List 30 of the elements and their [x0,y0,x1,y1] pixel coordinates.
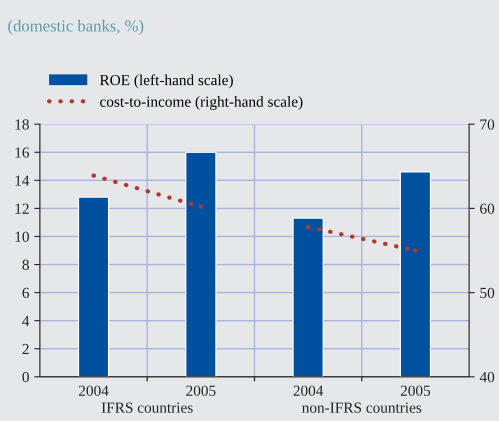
text: IFRS countries [102,402,193,413]
y-tick-label: 14 [16,176,30,186]
x-tick-label: 2004 [78,386,109,396]
y2-tick-label: 50 [480,288,494,298]
bar [400,171,431,377]
bar [292,218,324,377]
bar [78,196,110,377]
chart-title: (domestic banks, %) [8,20,144,35]
x-tick-label: 2004 [294,386,324,396]
bar [185,152,216,377]
y2-tick-label: 60 [480,204,494,214]
y-tick-label: 16 [16,147,30,158]
legend-label: ROE (left-hand scale) [100,74,233,88]
y-tick-label: 2 [22,344,29,354]
point [413,248,418,253]
y2-tick-label: 70 [480,119,494,130]
y-tick-label: 0 [22,372,29,382]
x-tick-label: 2005 [400,386,430,396]
y-tick-label: 6 [22,288,30,298]
x-tick-label: 2005 [186,386,216,396]
y2-tick-label: 40 [480,372,494,382]
y-tick-label: 18 [16,119,29,130]
point [198,204,203,209]
point [91,173,96,178]
y-tick-label: 4 [22,316,30,326]
y-tick-label: 10 [16,232,29,242]
text: non-IFRS countries [302,402,422,413]
y-tick-label: 12 [16,204,29,214]
y-tick-label: 8 [22,260,29,270]
legend-label: cost-to-income (right-hand scale) [100,96,302,110]
